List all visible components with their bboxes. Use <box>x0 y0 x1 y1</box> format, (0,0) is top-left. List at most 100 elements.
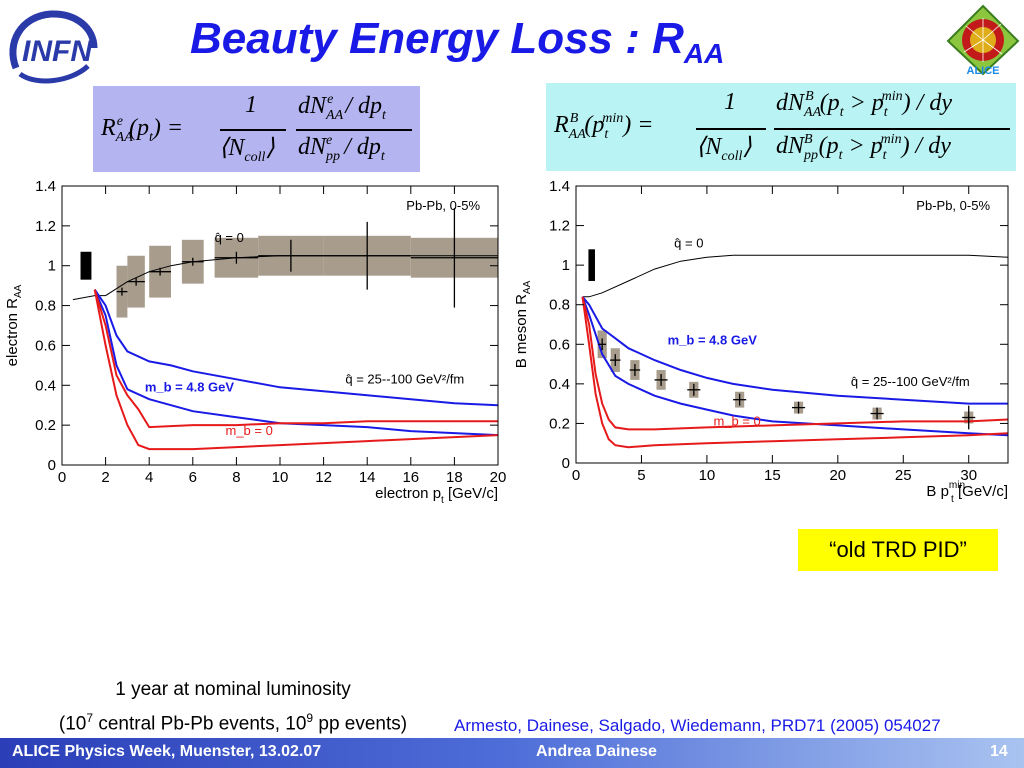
x-tick-label-2: 4 <box>145 469 153 486</box>
x-tick-label-4: 8 <box>232 469 240 486</box>
normalization-box <box>588 249 595 281</box>
y-tick-label-6: 1.2 <box>35 218 56 235</box>
x-tick-label-0: 0 <box>58 469 66 486</box>
y-tick-label-7: 1.4 <box>35 178 56 195</box>
x-tick-label-1: 5 <box>637 467 645 484</box>
formula-right-num2: dNAAB (pt > ptmin) / dy <box>776 89 952 120</box>
alice-logo: ALICE <box>946 4 1020 76</box>
annotation-3: m_b = 0 <box>226 423 273 438</box>
luminosity-note-line2: (107 central Pb-Pb events, 109 pp events… <box>58 711 408 735</box>
x-tick-label-0: 0 <box>572 467 580 484</box>
formula-right-den1: ⟨Ncoll⟩ <box>696 134 752 164</box>
formula-left-den1: ⟨Ncoll⟩ <box>219 135 275 165</box>
y-tick-label-0: 0 <box>562 455 570 472</box>
x-tick-label-2: 10 <box>699 467 716 484</box>
formula-right-num1: 1 <box>724 89 736 115</box>
infn-logo: INFN <box>9 10 98 84</box>
curve-2 <box>581 296 1009 437</box>
x-tick-label-5: 25 <box>895 467 912 484</box>
x-tick-label-1: 2 <box>101 469 109 486</box>
bmeson-raa-chart: 0 5 10 15 20 25 30 0 0.2 0.4 0.6 0.8 1 1.2 1.4 Pb-Pb, 0… <box>513 178 1009 505</box>
x-axis-label-main: electron p <box>375 485 441 502</box>
curve-3 <box>581 296 1009 431</box>
old-trd-pid-note: “old TRD PID” <box>798 529 998 571</box>
formula-right-den2: dNppB (pt > ptmin) / dy <box>776 132 951 163</box>
luminosity-note-line1: 1 year at nominal luminosity <box>115 679 351 700</box>
formula-right-lhs: RAAB (ptmin) = <box>554 111 654 142</box>
y-tick-label-1: 0.2 <box>35 417 56 434</box>
y-tick-label-4: 0.8 <box>549 297 570 314</box>
x-tick-label-6: 12 <box>315 469 332 486</box>
y-axis-label: electron RAA <box>4 284 24 366</box>
formula-left-lhs: RAAe (pt) = <box>101 114 184 145</box>
annotation-0: q̂ = 0 <box>674 235 703 250</box>
footer-bar: ALICE Physics Week, Muenster, 13.02.07 A… <box>0 738 1024 768</box>
x-axis-label-main: B p <box>926 483 949 500</box>
formula-electron-raa: RAAe (pt) = 1 ⟨Ncoll⟩ dNAAe / dpt dNppe … <box>93 86 420 172</box>
x-tick-label-4: 20 <box>829 467 846 484</box>
y-tick-label-4: 0.8 <box>35 298 56 315</box>
y-tick-label-1: 0.2 <box>549 415 570 432</box>
electron-raa-chart: 0 2 4 6 8 10 12 14 16 18 20 0 0.2 0.4 0.6 0.8 1 1.2 1.4 Pb-… <box>4 178 507 506</box>
annotation-2: q̂ = 25--100 GeV²/fm <box>851 374 970 389</box>
formula-left-den2: dNppe / dpt <box>298 133 385 164</box>
y-tick-label-3: 0.6 <box>35 337 56 354</box>
x-axis-label-sub: t <box>951 494 954 505</box>
formula-bmeson-raa: RAAB (ptmin) = 1 ⟨Ncoll⟩ dNAAB (pt > ptm… <box>546 83 1016 171</box>
y-tick-label-2: 0.4 <box>35 377 56 394</box>
curve-0 <box>582 254 1009 298</box>
y-tick-label-6: 1.2 <box>549 218 570 235</box>
annotation-0: q̂ = 0 <box>215 230 244 245</box>
y-tick-label-5: 1 <box>562 257 570 274</box>
x-axis-label-unit: [GeV/c] <box>444 485 498 502</box>
y-tick-label-2: 0.4 <box>549 376 570 393</box>
x-tick-label-10: 20 <box>490 469 507 486</box>
footer-event: ALICE Physics Week, Muenster, 13.02.07 <box>12 743 322 760</box>
normalization-box <box>80 251 92 280</box>
formula-left-fracbar2 <box>296 129 412 131</box>
formula-left-num1: 1 <box>245 92 257 118</box>
curve-2 <box>93 289 499 437</box>
curve-3 <box>93 289 498 429</box>
y-axis-label-sub: AA <box>13 284 24 298</box>
footer-page-number: 14 <box>990 743 1008 760</box>
slide-title-subscript: AA <box>683 38 725 69</box>
formula-left-num2: dNAAe / dpt <box>298 92 386 123</box>
formula-right-fracbar2 <box>774 128 1010 130</box>
plot-frame <box>575 185 1009 464</box>
x-axis-label-sup: min <box>949 480 965 491</box>
x-axis-label-sub: t <box>441 495 444 506</box>
y-tick-label-7: 1.4 <box>549 178 570 195</box>
x-axis-label-unit: [GeV/c] <box>954 483 1008 500</box>
x-tick-label-3: 15 <box>764 467 781 484</box>
annotation-2: m_b = 4.8 GeV <box>145 379 235 394</box>
x-tick-label-3: 6 <box>189 469 197 486</box>
curve-1 <box>581 296 1008 405</box>
slide-title: Beauty Energy Loss : RAA <box>190 14 850 70</box>
x-tick-label-5: 10 <box>272 469 289 486</box>
y-axis-label-sub: AA <box>522 280 533 294</box>
x-tick-label-6: 30 <box>960 467 977 484</box>
reference-citation: Armesto, Dainese, Salgado, Wiedemann, PR… <box>454 716 941 735</box>
annotation-3: m_b = 0 <box>713 413 760 428</box>
curve-1 <box>93 289 499 407</box>
y-tick-label-3: 0.6 <box>549 336 570 353</box>
x-axis-label: B pmin t [GeV/c] <box>926 480 1008 505</box>
curve-4 <box>93 289 499 451</box>
alice-logo-text: ALICE <box>967 65 1000 76</box>
system-label: Pb-Pb, 0-5% <box>916 198 990 213</box>
annotation-1: q̂ = 25--100 GeV²/fm <box>345 371 464 386</box>
formula-left-fracbar1 <box>220 129 286 131</box>
infn-logo-text: INFN <box>22 35 93 68</box>
system-label: Pb-Pb, 0-5% <box>406 198 480 213</box>
formula-right-fracbar1 <box>696 128 766 130</box>
curve-4 <box>581 296 1009 449</box>
x-tick-label-7: 14 <box>359 469 376 486</box>
y-tick-label-5: 1 <box>48 258 56 275</box>
x-tick-label-9: 18 <box>446 469 463 486</box>
annotation-1: m_b = 4.8 GeV <box>668 332 758 347</box>
x-tick-label-8: 16 <box>402 469 419 486</box>
luminosity-note: 1 year at nominal luminosity (107 centra… <box>18 676 448 738</box>
x-axis-label: electron pt [GeV/c] <box>375 485 498 506</box>
slide-title-main: Beauty Energy Loss : R <box>190 14 684 63</box>
